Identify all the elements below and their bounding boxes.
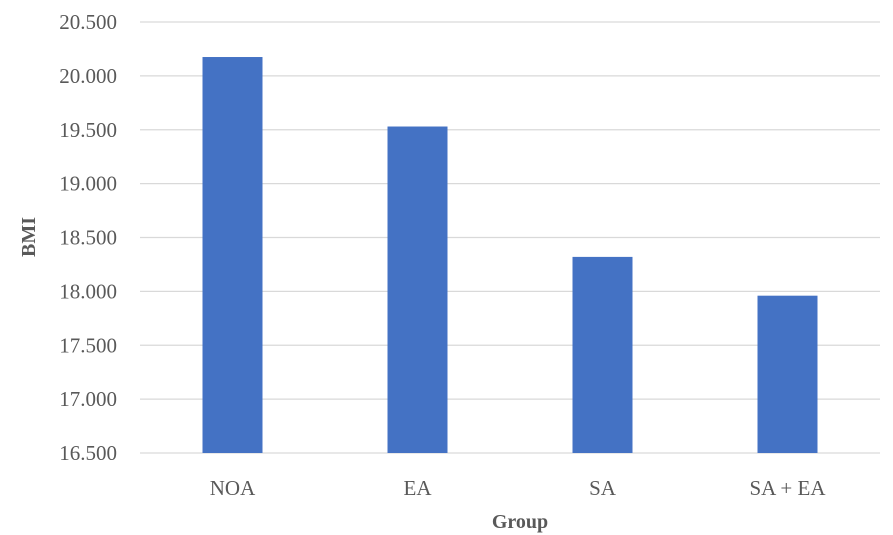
- y-tick-label: 20.000: [59, 64, 117, 88]
- bar-ea: [387, 126, 448, 453]
- y-tick-label: 20.500: [59, 10, 117, 34]
- y-axis-title: BMI: [18, 217, 40, 257]
- gridlines: [140, 21, 880, 454]
- x-axis-ticks: NOA EA SA SA + EA: [210, 476, 827, 500]
- x-tick-label: EA: [404, 476, 433, 500]
- y-tick-label: 16.500: [59, 441, 117, 465]
- bars: [202, 57, 818, 454]
- bar-noa: [202, 57, 263, 454]
- bar-sa: [572, 256, 633, 453]
- y-axis-ticks: 16.500 17.000 17.500 18.000 18.500 19.000 19.5…: [59, 10, 117, 465]
- y-tick-label: 19.000: [59, 172, 117, 196]
- x-tick-label: SA + EA: [749, 476, 826, 500]
- y-tick-label: 19.500: [59, 118, 117, 142]
- y-tick-label: 17.500: [59, 333, 117, 357]
- x-tick-label: NOA: [210, 476, 256, 500]
- bar-sa-ea: [757, 295, 818, 453]
- y-tick-label: 17.000: [59, 387, 117, 411]
- y-tick-label: 18.500: [59, 226, 117, 250]
- y-tick-label: 18.000: [59, 279, 117, 303]
- x-tick-label: SA: [589, 476, 617, 500]
- x-axis-title: Group: [492, 511, 548, 533]
